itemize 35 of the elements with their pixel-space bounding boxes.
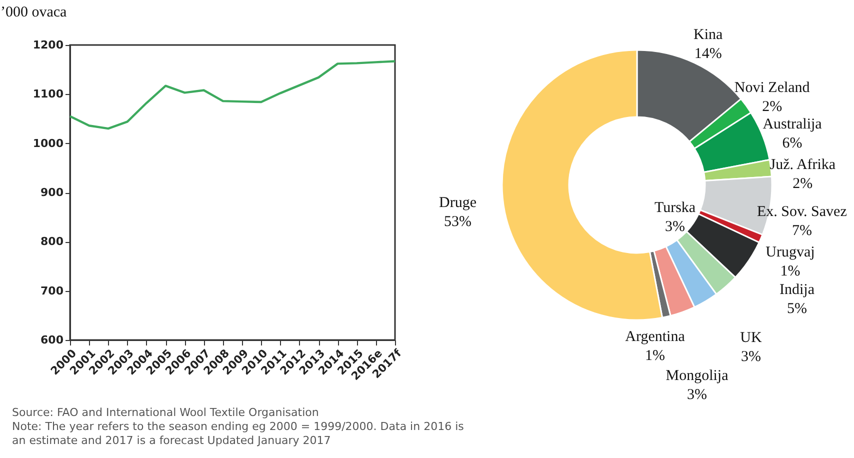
- slice-label: Turska: [654, 200, 696, 216]
- slice-label: Argentina: [625, 329, 686, 345]
- y-tick-label: 800: [40, 235, 64, 248]
- slice-label: UK: [740, 330, 762, 346]
- y-tick-label: 700: [40, 284, 64, 298]
- y-tick-label: 1100: [32, 88, 64, 101]
- y-tick-label: 1000: [32, 136, 64, 150]
- data-label: 14%: [694, 46, 722, 62]
- data-label: 3%: [665, 219, 685, 235]
- data-label: 1%: [645, 348, 665, 364]
- data-label: 2%: [762, 98, 782, 115]
- slice-label: Kina: [694, 26, 724, 43]
- data-label: 5%: [787, 301, 807, 317]
- data-label: 2%: [792, 176, 813, 192]
- slice-label: Mongolija: [666, 368, 729, 384]
- slice-label: Urugvaj: [766, 244, 815, 260]
- data-label: 1%: [780, 263, 800, 280]
- data-label: 3%: [741, 349, 761, 365]
- text: Note: The year refers to the season ending eg 2000 = 1999/2000. Data in 2016 is an estimate and 2017 is a forecast Updated January 2017: [12, 420, 465, 448]
- data-label: 6%: [782, 136, 802, 152]
- y-tick-label: 600: [40, 334, 64, 346]
- y-tick-label: 1200: [32, 38, 64, 52]
- slice-label: Novi Zeland: [734, 80, 810, 96]
- slice-label: Ex. Sov. Savez: [757, 204, 848, 220]
- y-axis-title: ’000 ovaca: [0, 4, 68, 20]
- source-note: Source: FAO and International Wool Textile Organisation: [12, 406, 320, 420]
- line-series: [68, 60, 396, 130]
- data-label: 7%: [792, 223, 812, 240]
- slice-label: Druge: [439, 194, 477, 211]
- data-label: 3%: [687, 387, 707, 403]
- slice-label: Australija: [762, 116, 822, 133]
- data-label: 53%: [444, 214, 472, 230]
- slice-label: Indija: [780, 282, 815, 298]
- y-tick-label: 900: [40, 186, 64, 199]
- slice-label: Juž. Afrika: [770, 157, 836, 174]
